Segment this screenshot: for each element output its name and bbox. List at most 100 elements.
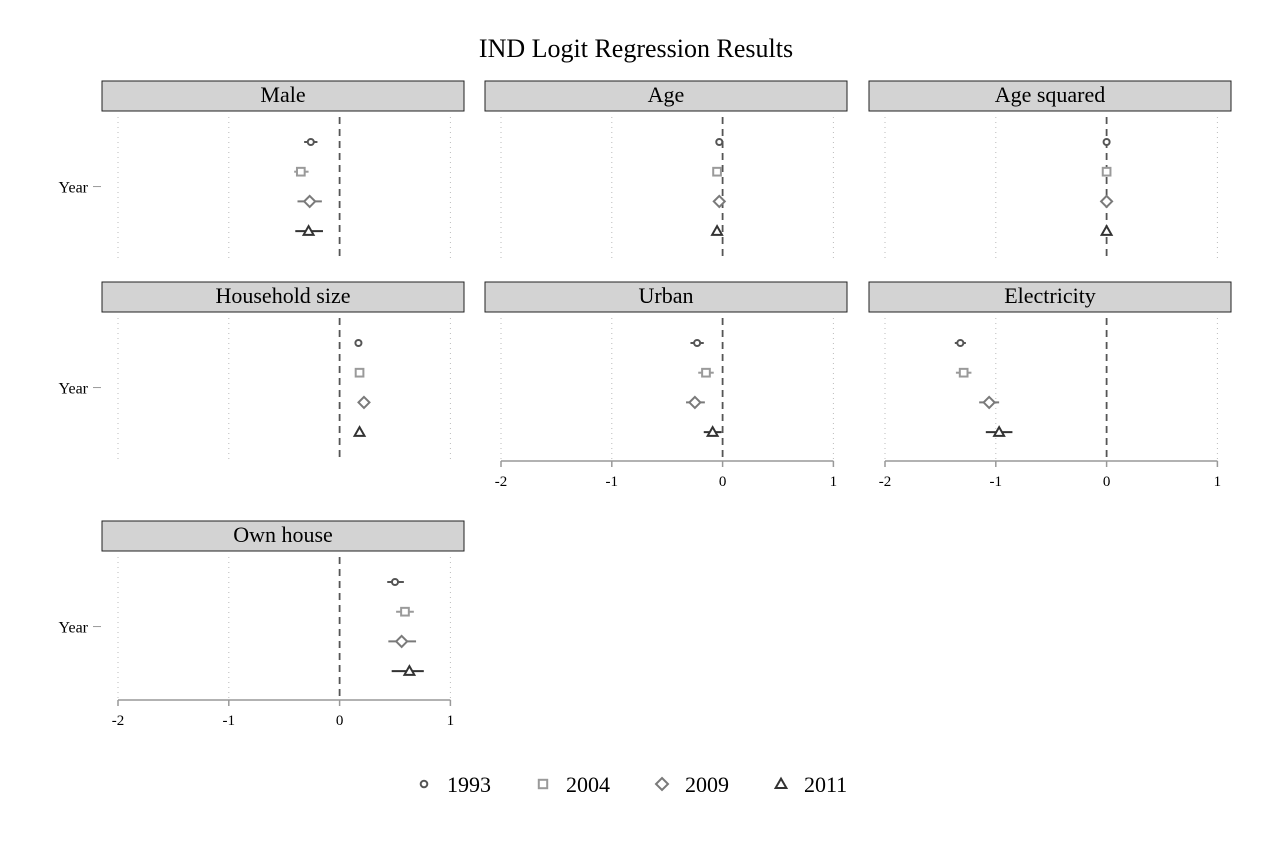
point-2009: [297, 194, 322, 209]
y-axis-label: Year: [59, 620, 89, 637]
point-2011: [985, 425, 1013, 437]
marker-2004: [400, 606, 410, 617]
panel-age-squared: Age squared: [868, 80, 1232, 260]
point-2004: [294, 166, 309, 177]
legend-marker-2009: [654, 776, 670, 792]
panel-age: Age: [484, 80, 848, 260]
marker-2011: [1099, 224, 1114, 236]
panel-title: Electricity: [1004, 283, 1096, 308]
marker-2004: [958, 367, 969, 378]
point-2004: [955, 367, 972, 378]
marker-2009: [394, 634, 409, 649]
legend-label: 2009: [685, 772, 729, 797]
point-2004: [354, 367, 365, 378]
panel-strip: [484, 281, 848, 313]
panel-grid: Male Year Age Age squared Household size Year…: [59, 80, 1232, 729]
panel-title: Household size: [215, 283, 350, 308]
panel-title: Urban: [639, 283, 694, 308]
point-2004: [396, 606, 414, 617]
marker-2011: [705, 425, 720, 437]
point-2011: [703, 425, 722, 437]
x-tick-label: 1: [447, 713, 455, 729]
point-2009: [979, 395, 1000, 410]
marker-2011: [301, 224, 316, 236]
point-2004: [1101, 166, 1112, 177]
panel-strip: [101, 80, 465, 112]
panel-male: Male Year: [59, 80, 465, 260]
marker-1993: [715, 137, 724, 147]
x-tick-label: -2: [879, 474, 892, 490]
marker-2011: [710, 224, 724, 236]
chart-title: IND Logit Regression Results: [479, 34, 793, 63]
point-2011: [1099, 224, 1114, 236]
marker-1993: [354, 338, 363, 348]
point-1993: [690, 338, 704, 348]
legend-item-1993: 1993: [419, 772, 491, 797]
x-tick-label: -1: [990, 474, 1003, 490]
x-tick-label: -2: [495, 474, 508, 490]
marker-2009: [357, 395, 371, 410]
panel-strip: [101, 281, 465, 313]
x-tick-label: -1: [223, 713, 236, 729]
marker-2004: [295, 166, 306, 177]
x-tick-label: -1: [606, 474, 619, 490]
point-2011: [391, 664, 424, 676]
marker-1993: [1102, 137, 1111, 147]
x-tick-label: 0: [336, 713, 344, 729]
marker-1993: [306, 137, 315, 147]
panel-title: Age: [648, 82, 685, 107]
point-2004: [698, 367, 714, 378]
x-tick-label: 0: [719, 474, 727, 490]
marker-2009: [687, 395, 702, 410]
legend: 1993 2004 2009 2011: [419, 772, 847, 797]
point-2009: [388, 634, 417, 649]
y-axis-label: Year: [59, 180, 89, 197]
point-2009: [712, 194, 727, 209]
panel-title: Male: [260, 82, 305, 107]
point-1993: [1102, 137, 1111, 147]
point-2011: [295, 224, 323, 236]
point-2004: [712, 166, 722, 177]
panel-strip: [868, 281, 1232, 313]
x-tick-label: 1: [1214, 474, 1222, 490]
point-2009: [357, 395, 371, 410]
legend-label: 2004: [566, 772, 610, 797]
marker-2011: [352, 425, 367, 437]
point-1993: [715, 137, 724, 147]
marker-2011: [402, 664, 417, 676]
x-tick-label: -2: [112, 713, 125, 729]
panel-strip: [868, 80, 1232, 112]
marker-2009: [302, 194, 317, 209]
point-2011: [352, 425, 367, 437]
marker-2004: [712, 166, 722, 177]
marker-2009: [982, 395, 997, 410]
legend-label: 2011: [804, 772, 847, 797]
legend-item-2004: 2004: [537, 772, 610, 797]
x-tick-label: 1: [830, 474, 838, 490]
panel-urban: Urban -2 -1 0 1: [484, 281, 848, 490]
panel-electricity: Electricity -2 -1 0 1: [868, 281, 1232, 490]
panel-strip: [484, 80, 848, 112]
panel-own-house: Own house Year -2 -1 0 1: [59, 520, 465, 729]
point-1993: [954, 338, 966, 348]
x-tick-label: 0: [1103, 474, 1111, 490]
panel-household-size: Household size Year: [59, 281, 465, 461]
point-2011: [710, 224, 724, 236]
marker-1993: [390, 577, 400, 587]
legend-marker-2004: [537, 778, 549, 790]
marker-2009: [712, 194, 727, 209]
panel-title: Age squared: [995, 82, 1106, 107]
panel-title: Own house: [233, 522, 333, 547]
legend-marker-2011: [773, 776, 789, 790]
marker-2004: [354, 367, 365, 378]
point-2009: [1099, 194, 1114, 209]
marker-2009: [1099, 194, 1114, 209]
legend-label: 1993: [447, 772, 491, 797]
point-2009: [686, 395, 705, 410]
marker-2011: [992, 425, 1006, 437]
point-1993: [304, 137, 318, 147]
y-axis-label: Year: [59, 381, 89, 398]
panel-strip: [101, 520, 465, 552]
legend-item-2009: 2009: [654, 772, 729, 797]
